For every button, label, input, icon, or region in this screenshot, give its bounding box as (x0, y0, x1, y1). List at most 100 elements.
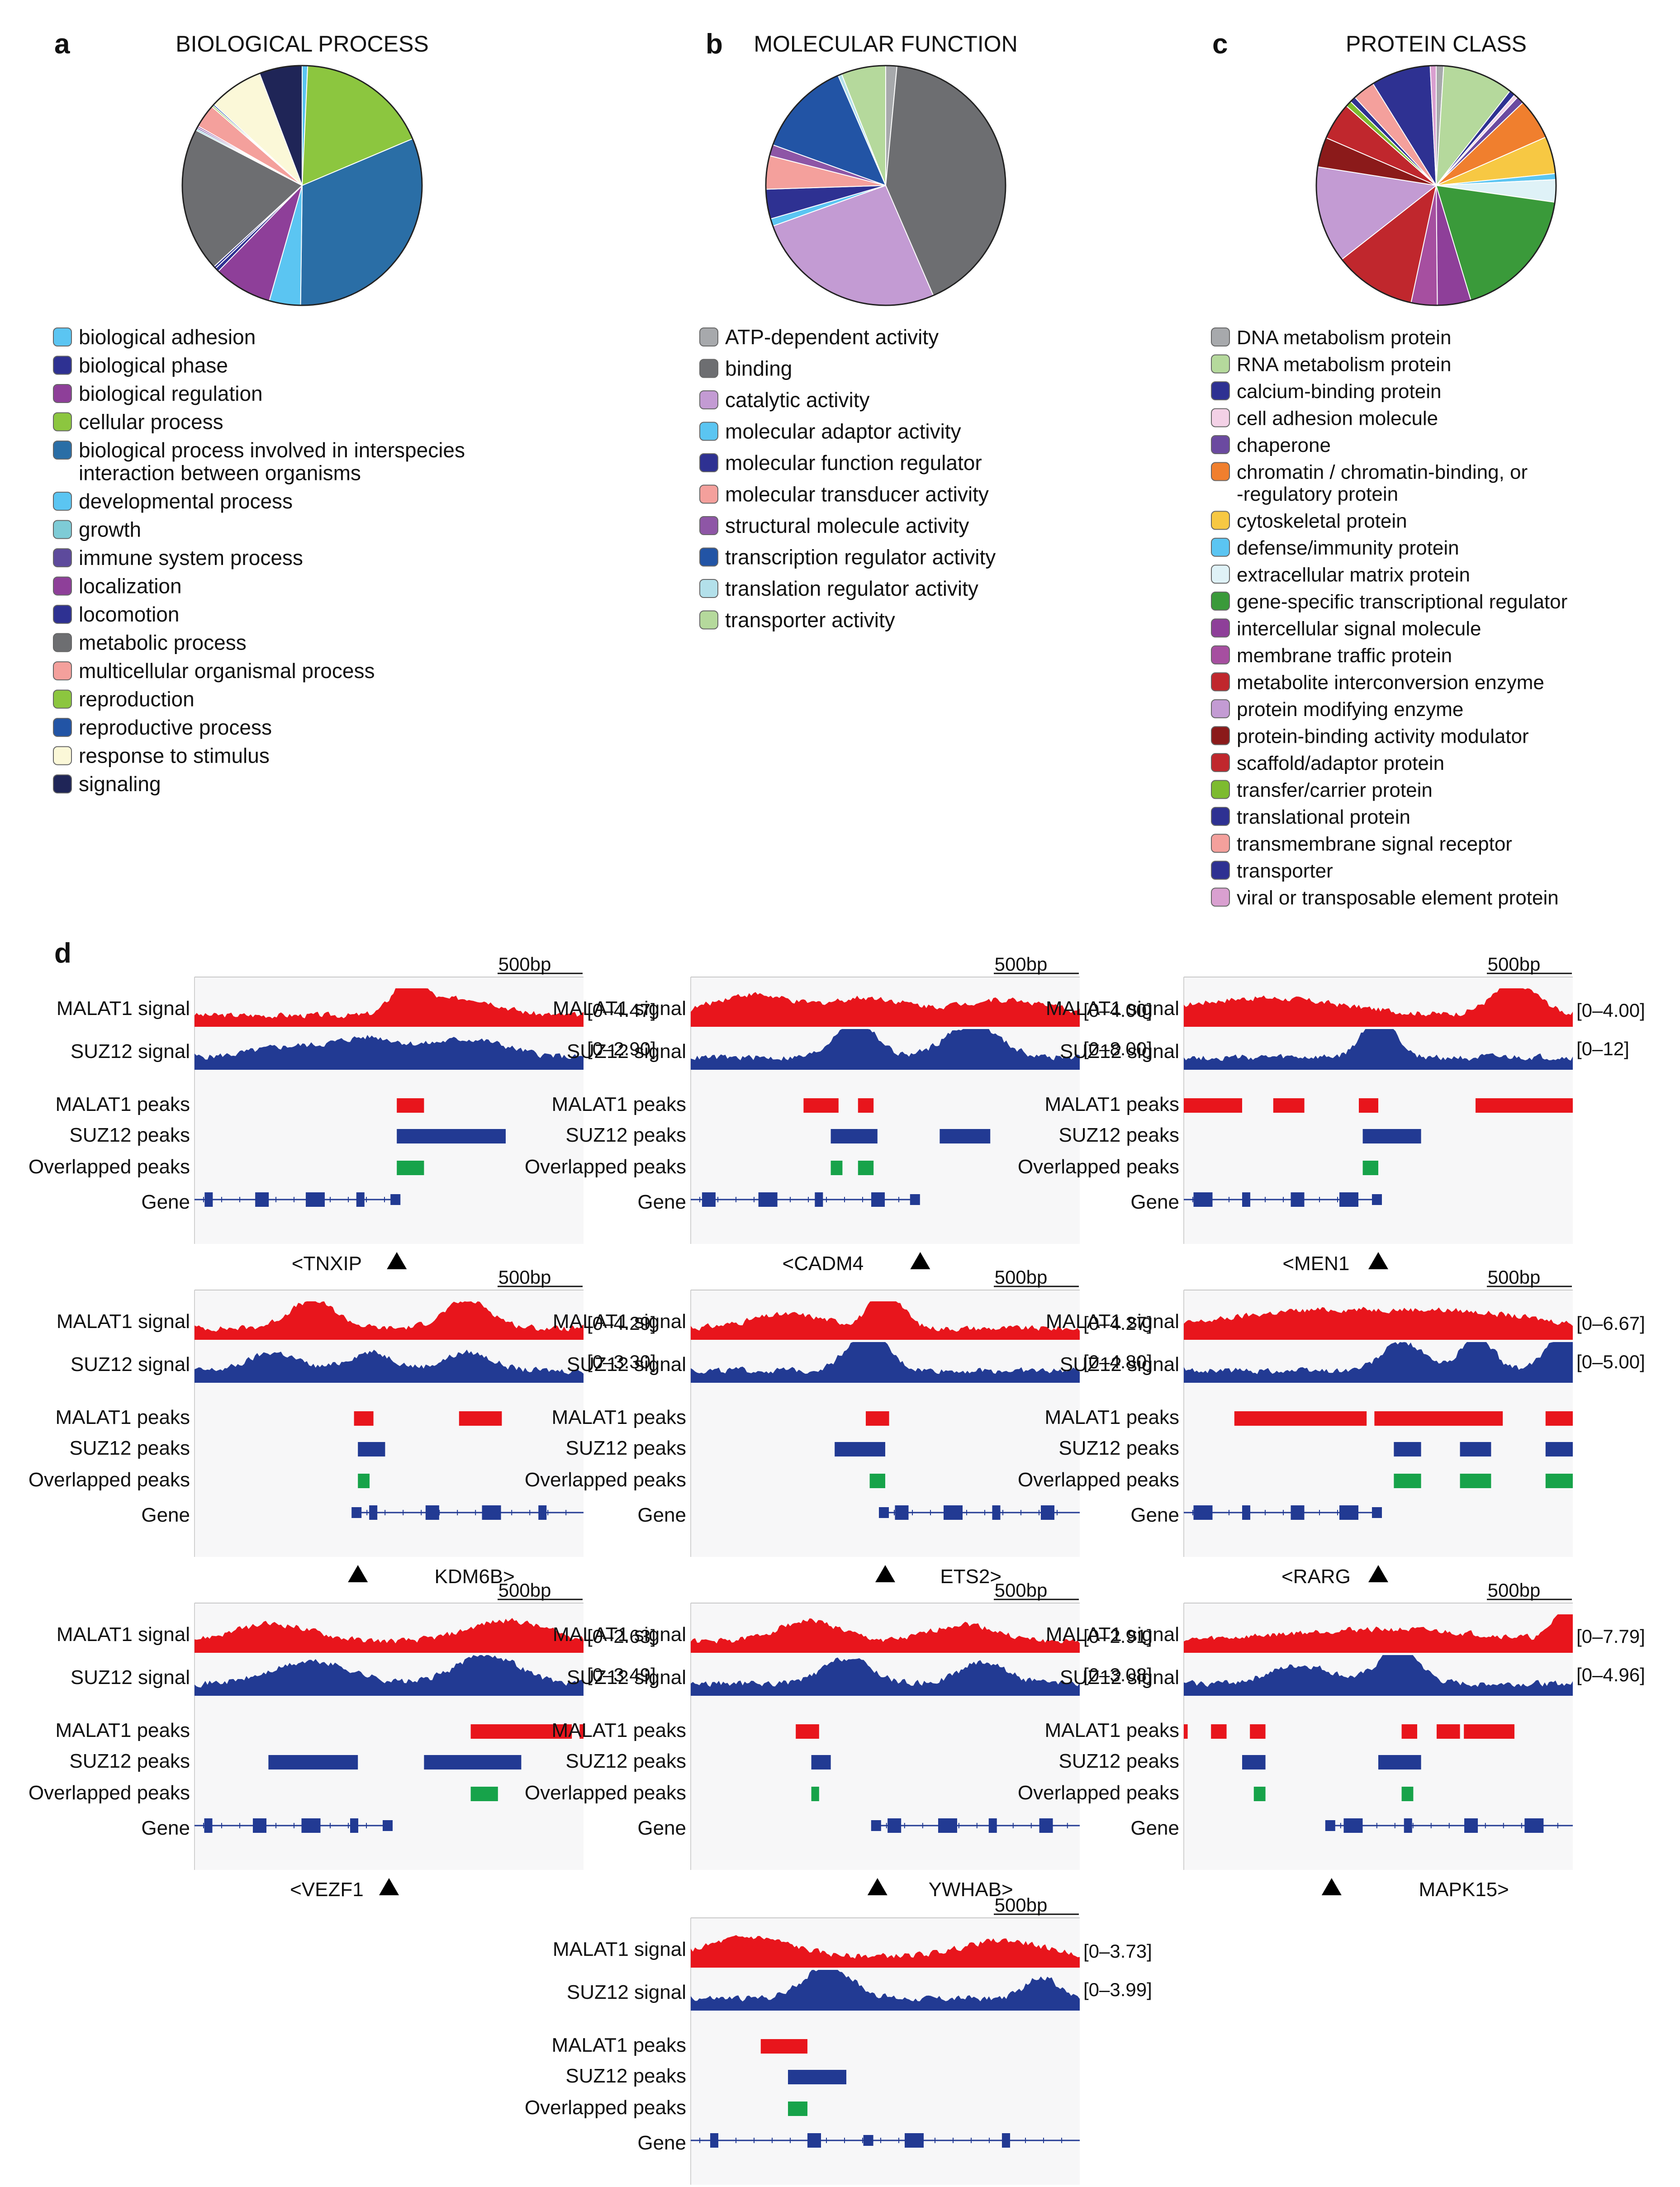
panel-letter-b: b (706, 28, 723, 60)
tss-triangle-marker (387, 1252, 407, 1269)
gene-exon (305, 1192, 325, 1207)
legend-swatch (699, 516, 718, 535)
track-label: MALAT1 peaks (1044, 1093, 1179, 1115)
suz12-peak (1545, 1442, 1573, 1456)
legend-swatch (699, 453, 718, 472)
legend-swatch (699, 327, 718, 346)
malat1-signal (691, 1301, 1080, 1340)
legend-swatch (53, 746, 72, 765)
pie-outline (765, 65, 1006, 306)
malat1-peak (579, 1724, 584, 1739)
legend-label: molecular transducer activity (725, 483, 989, 506)
legend-label: defense/immunity protein (1237, 537, 1459, 559)
malat1-peak (866, 1411, 889, 1426)
legend-swatch (1211, 591, 1230, 611)
gene-exon (1343, 1818, 1363, 1833)
legend-label: transcription regulator activity (725, 546, 996, 569)
track-label: Overlapped peaks (28, 1469, 190, 1491)
track-label: SUZ12 signal (1060, 1353, 1179, 1376)
legend-label: reproduction (79, 688, 195, 711)
malat1-signal (691, 1935, 1080, 1968)
legend-swatch (699, 484, 718, 504)
overlap-peak (397, 1161, 424, 1175)
gene-exon (944, 1505, 963, 1520)
suz12-peak (268, 1755, 358, 1770)
legend-label: membrane traffic protein (1237, 645, 1452, 667)
legend-label: translational protein (1237, 806, 1410, 828)
track-label: Gene (637, 1504, 686, 1526)
track-label: Gene (637, 1817, 686, 1839)
track-label: Gene (141, 1191, 190, 1213)
gene-exon (710, 2133, 718, 2148)
malat1-peak (1545, 1411, 1573, 1426)
malat1-peak (470, 1724, 572, 1739)
legend-swatch (53, 718, 72, 737)
suz12-peak (424, 1755, 522, 1770)
legend-swatch (53, 548, 72, 568)
track-label: MALAT1 signal (1046, 997, 1179, 1020)
track-panel-9: 500bp MALAT1 signal SUZ12 signal MALAT1 pea… (1018, 1580, 1645, 1901)
legend-swatch (1211, 537, 1230, 557)
gene-name: KDM6B> (435, 1566, 515, 1588)
track-label: SUZ12 signal (567, 1981, 686, 2003)
malat1-signal (1184, 988, 1573, 1027)
track-label: Overlapped peaks (525, 1156, 686, 1178)
suz12-peak (1242, 1755, 1266, 1770)
track-label: SUZ12 signal (567, 1040, 686, 1063)
gene-name: <MEN1 (1282, 1252, 1349, 1275)
gene-tss-exon (863, 2135, 873, 2146)
track-label: Overlapped peaks (1018, 1156, 1179, 1178)
legend-molecular_function: ATP-dependent activity binding catalytic a… (699, 325, 996, 632)
track-label: MALAT1 peaks (1044, 1719, 1179, 1741)
scale-bar-label: 500bp (1488, 1580, 1541, 1601)
track-panel-2: 500bp MALAT1 signal SUZ12 signal MALAT1 pea… (525, 954, 1152, 1275)
track-label: Gene (637, 1191, 686, 1213)
gene-name: <CADM4 (783, 1252, 864, 1275)
malat1-peak (803, 1098, 839, 1113)
gene-exon (425, 1505, 439, 1520)
suz12-signal (691, 1657, 1080, 1696)
malat1-signal (195, 988, 584, 1027)
gene-exon (369, 1505, 378, 1520)
pie-molecular_function (765, 65, 1006, 306)
overlap-peak (1460, 1474, 1491, 1488)
gene-exon (1291, 1192, 1305, 1207)
malat1-peak (459, 1411, 502, 1426)
scale-bar-label: 500bp (995, 954, 1048, 975)
track-label: Overlapped peaks (1018, 1469, 1179, 1491)
legend-swatch (1211, 618, 1230, 638)
malat1-peak (1184, 1098, 1242, 1113)
track-label: SUZ12 peaks (1058, 1750, 1179, 1772)
track-label: MALAT1 signal (553, 997, 686, 1020)
legend-label: transfer/carrier protein (1237, 779, 1433, 801)
gene-exon (1041, 1505, 1054, 1520)
track-panel-8: 500bp MALAT1 signal SUZ12 signal MALAT1 pea… (525, 1580, 1152, 1901)
scale-bar-label: 500bp (1488, 954, 1541, 975)
legend-swatch (1211, 511, 1230, 530)
malat1-peak (760, 2039, 807, 2054)
overlap-peak (1545, 1474, 1573, 1488)
gene-exon (204, 1818, 213, 1833)
track-label: MALAT1 peaks (551, 1093, 686, 1115)
track-label: SUZ12 peaks (565, 1750, 686, 1772)
suz12-signal (1184, 1029, 1573, 1070)
malat1-peak (1250, 1724, 1266, 1739)
legend-label: protein-binding activity modulator (1237, 725, 1529, 747)
legend-swatch (699, 359, 718, 378)
pie-protein_class (1315, 65, 1557, 306)
track-label: MALAT1 signal (57, 1310, 190, 1333)
overlap-peak (858, 1161, 874, 1175)
panel-title-b: MOLECULAR FUNCTION (754, 31, 1017, 57)
legend-label: catalytic activity (725, 388, 870, 412)
legend-label: -regulatory protein (1237, 483, 1398, 505)
legend-label: locomotion (79, 602, 179, 626)
gene-exon (895, 1505, 909, 1520)
gene-exon (1002, 2133, 1010, 2148)
scale-bar-label: 500bp (1488, 1267, 1541, 1288)
track-label: SUZ12 signal (71, 1353, 190, 1376)
suz12-range: [0–3.08] (1083, 1664, 1152, 1685)
legend-swatch (53, 661, 72, 681)
gene-exon (807, 2133, 821, 2148)
legend-swatch (53, 441, 72, 460)
